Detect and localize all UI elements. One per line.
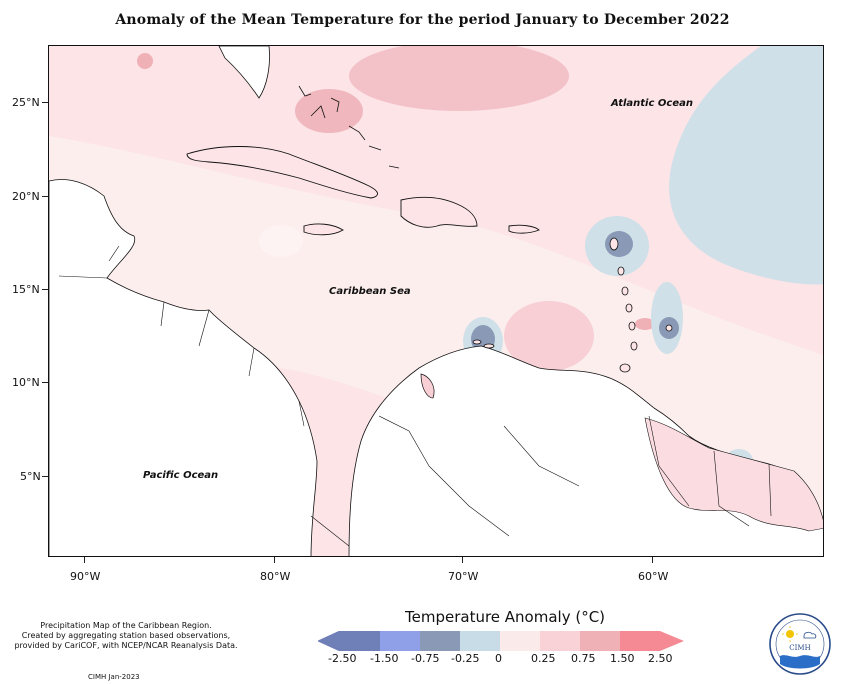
warm-patch-gulf bbox=[137, 53, 153, 69]
map-panel: Atlantic Ocean Caribbean Sea Pacific Oce… bbox=[48, 45, 824, 557]
legend-tick-3: -0.75 bbox=[411, 652, 440, 665]
island-hispaniola bbox=[400, 196, 478, 228]
label-pacific-ocean: Pacific Ocean bbox=[143, 470, 219, 481]
neutral-patch-caribbean bbox=[259, 225, 303, 257]
land-florida bbox=[218, 46, 270, 99]
lat-tickmark bbox=[42, 102, 48, 103]
cimh-logo: CIMH bbox=[769, 613, 831, 675]
country-borders bbox=[58, 245, 772, 547]
lon-tickmark bbox=[84, 557, 85, 563]
lat-tick-20n: 20°N bbox=[12, 190, 40, 203]
legend-tick-7: 0.75 bbox=[571, 652, 596, 665]
island-puerto-rico bbox=[508, 224, 540, 234]
lat-tick-25n: 25°N bbox=[12, 96, 40, 109]
lat-tickmark bbox=[42, 289, 48, 290]
legend-swatch-1 bbox=[340, 631, 380, 651]
credit-text: Precipitation Map of the Caribbean Regio… bbox=[4, 621, 248, 651]
legend-swatch-5 bbox=[500, 631, 540, 651]
cool-core-guadeloupe bbox=[605, 231, 633, 257]
legend-swatch-3 bbox=[420, 631, 460, 651]
legend-swatch-4 bbox=[460, 631, 500, 651]
lat-tick-10n: 10°N bbox=[12, 376, 40, 389]
map-title: Anomaly of the Mean Temperature for the … bbox=[115, 12, 730, 28]
label-atlantic-ocean: Atlantic Ocean bbox=[611, 98, 693, 109]
lon-tickmark bbox=[652, 557, 653, 563]
land-guianas bbox=[644, 417, 823, 532]
lon-tick-70w: 70°W bbox=[448, 570, 479, 583]
credit-footer: CIMH Jan-2023 bbox=[88, 673, 140, 681]
lat-tickmark bbox=[42, 382, 48, 383]
islands-bahamas bbox=[298, 85, 400, 169]
legend-arrow-right bbox=[660, 631, 684, 651]
legend-arrow-left bbox=[318, 631, 341, 651]
lon-tick-80w: 80°W bbox=[260, 570, 291, 583]
credit-line-2: Created by aggregating station based obs… bbox=[21, 631, 231, 640]
legend-swatch-8 bbox=[620, 631, 660, 651]
credit-line-3: provided by CariCOF, with NCEP/NCAR Rean… bbox=[14, 641, 238, 650]
lon-tick-60w: 60°W bbox=[638, 570, 669, 583]
land-central-america bbox=[49, 179, 318, 556]
lake-maracaibo bbox=[420, 373, 435, 399]
logo-text: CIMH bbox=[789, 644, 810, 652]
warm-patch-bahamas bbox=[295, 89, 363, 133]
warm-patch-north bbox=[349, 46, 569, 111]
legend-tick-9: 2.50 bbox=[648, 652, 673, 665]
anomaly-map bbox=[49, 46, 823, 556]
legend-tick-2: -1.50 bbox=[370, 652, 399, 665]
legend-swatch-2 bbox=[380, 631, 420, 651]
island-cuba bbox=[186, 146, 378, 199]
islands-lesser-antilles bbox=[609, 237, 673, 373]
lat-tickmark bbox=[42, 196, 48, 197]
lon-tickmark bbox=[462, 557, 463, 563]
lat-tickmark bbox=[42, 476, 48, 477]
lat-tick-5n: 5°N bbox=[20, 470, 41, 483]
credit-line-1: Precipitation Map of the Caribbean Regio… bbox=[40, 621, 212, 630]
label-caribbean-sea: Caribbean Sea bbox=[329, 286, 411, 297]
warm-patch-lesser-antilles bbox=[635, 318, 655, 330]
legend-tick-6: 0.25 bbox=[531, 652, 556, 665]
legend-swatch-6 bbox=[540, 631, 580, 651]
lat-tick-15n: 15°N bbox=[12, 283, 40, 296]
islands-abc bbox=[472, 339, 495, 349]
cool-region-atlantic bbox=[669, 46, 823, 285]
legend-tick-8: 1.50 bbox=[610, 652, 635, 665]
lon-tick-90w: 90°W bbox=[70, 570, 101, 583]
warm-patch-venezuela bbox=[504, 301, 594, 371]
island-jamaica bbox=[303, 223, 344, 236]
legend-tick-5: 0 bbox=[495, 652, 502, 665]
legend-tick-1: -2.50 bbox=[328, 652, 357, 665]
legend-tick-4: -0.25 bbox=[451, 652, 480, 665]
legend-title: Temperature Anomaly (°C) bbox=[405, 608, 606, 626]
legend-colorbar bbox=[318, 631, 684, 651]
lon-tickmark bbox=[274, 557, 275, 563]
legend-swatch-7 bbox=[580, 631, 620, 651]
